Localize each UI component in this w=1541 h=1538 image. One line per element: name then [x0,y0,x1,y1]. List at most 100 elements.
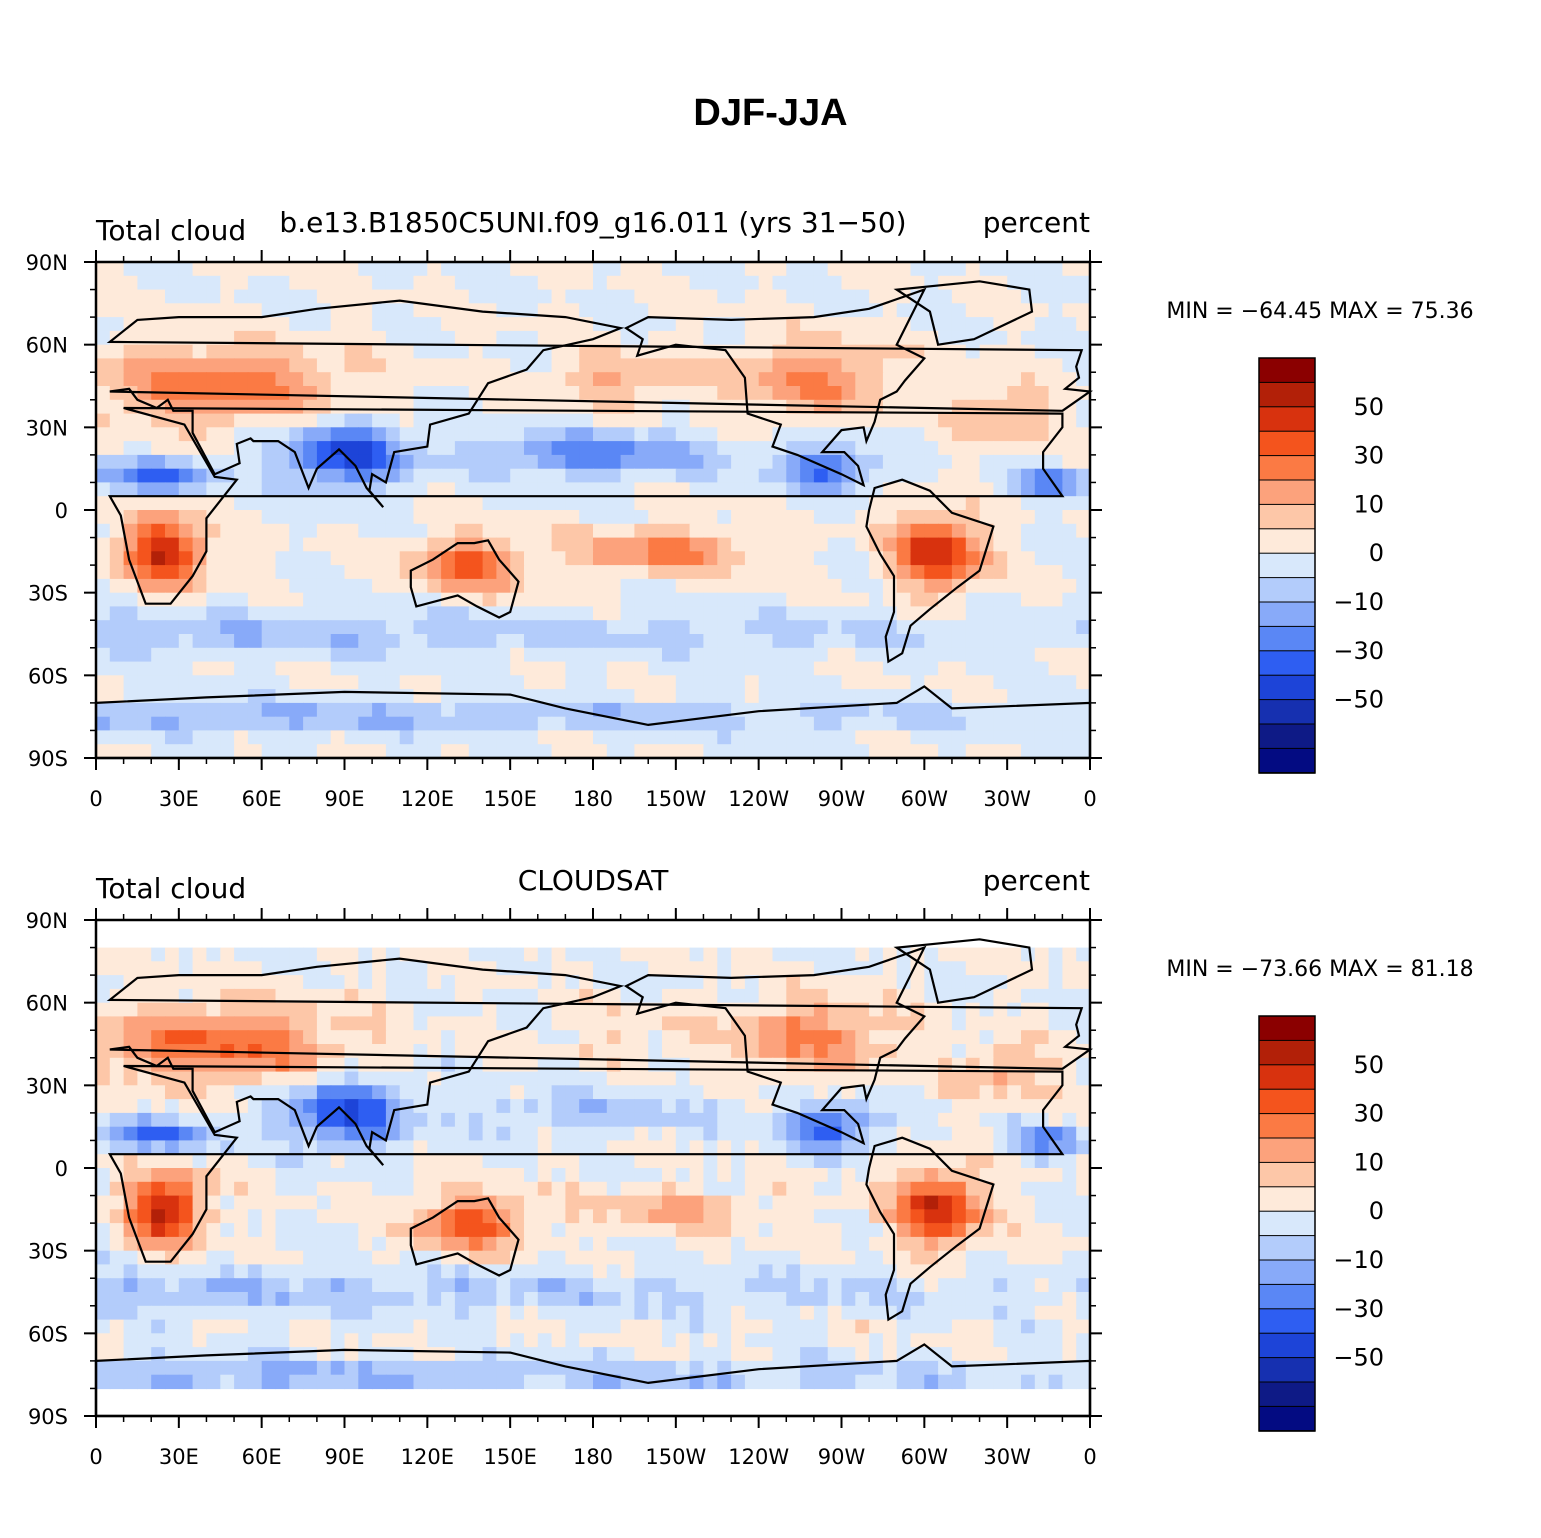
field-cell [510,1140,525,1155]
field-cell [827,975,843,990]
field-cell [123,413,138,428]
field-cell [441,634,456,649]
field-cell [938,275,953,291]
field-cell [275,1292,290,1307]
field-cell [220,427,235,442]
field-cell [468,578,484,594]
field-cell [951,1057,967,1073]
field-cell [634,523,649,539]
field-cell [234,289,249,304]
field-cell [620,551,635,566]
field-cell [1048,565,1063,580]
field-cell [800,620,815,635]
field-cell [648,620,663,635]
field-cell [1034,744,1050,759]
field-cell [151,1209,166,1224]
field-cell [358,1278,373,1293]
field-cell [951,1016,967,1031]
field-cell [772,744,787,759]
field-cell [316,1126,332,1142]
field-cell [717,303,732,318]
field-cell [662,975,677,990]
field-cell [468,372,484,387]
field-cell [606,961,622,976]
field-cell [482,947,497,962]
field-cell [689,975,704,990]
field-cell [261,523,277,539]
field-cell [951,1195,967,1210]
field-cell [510,565,525,580]
field-cell [372,1181,387,1197]
field-cell [206,1099,221,1114]
field-cell [303,592,318,608]
field-cell [593,1223,608,1238]
field-cell [537,1236,553,1252]
field-cell [689,1071,704,1086]
field-cell [717,551,732,566]
field-cell [151,975,166,990]
field-cell [220,702,235,718]
field-cell [109,262,125,277]
field-cell [344,1319,359,1334]
field-cell [938,716,953,732]
field-cell [634,1181,649,1197]
field-cell [524,386,539,401]
field-cell [758,675,774,690]
field-cell [427,716,442,732]
field-cell [965,689,981,704]
field-cell [965,1195,981,1210]
field-cell [593,275,608,291]
field-cell [524,647,539,663]
field-cell [717,661,732,676]
field-cell [247,330,263,346]
field-cell [275,1181,290,1197]
field-cell [247,606,263,621]
field-cell [924,1209,939,1224]
field-cell [800,1236,815,1252]
field-cell [537,1347,553,1362]
field-cell [1007,634,1022,649]
field-cell [1076,275,1091,291]
field-cell [882,689,898,704]
field-cell [993,634,1008,649]
field-cell [454,1264,470,1279]
field-cell [910,482,925,497]
field-cell [234,1319,249,1334]
field-cell [1034,1154,1050,1169]
min-max-stats: MIN = −64.45 MAX = 75.36 [1166,299,1473,324]
lon-tick-label: 150E [483,787,536,811]
field-cell [551,386,566,401]
field-cell [813,975,829,990]
field-cell [675,317,691,332]
field-cell [220,1168,235,1183]
field-cell [247,1016,263,1031]
field-cell [1021,1126,1036,1142]
field-cell [123,1305,138,1321]
field-cell [234,1016,249,1031]
field-cell [689,1195,704,1210]
field-cell [855,975,870,990]
field-cell [206,1002,221,1018]
field-cell [275,427,290,442]
field-cell [813,386,829,401]
field-cell [289,523,304,539]
field-cell [772,661,787,676]
field-cell [634,454,649,470]
field-cell [1076,1071,1091,1086]
field-cell [800,661,815,676]
field-cell [316,1168,332,1183]
field-cell [689,275,704,291]
field-cell [496,988,511,1004]
field-cell [330,1057,346,1073]
field-cell [261,1360,277,1376]
field-cell [993,386,1008,401]
field-cell [731,1333,746,1348]
field-cell [744,1305,760,1321]
field-cell [924,1223,939,1238]
field-cell [1034,988,1050,1004]
field-cell [1021,1305,1036,1321]
field-cell [1048,661,1063,676]
field-cell [96,482,111,497]
field-cell [634,1099,649,1114]
field-cell [303,289,318,304]
